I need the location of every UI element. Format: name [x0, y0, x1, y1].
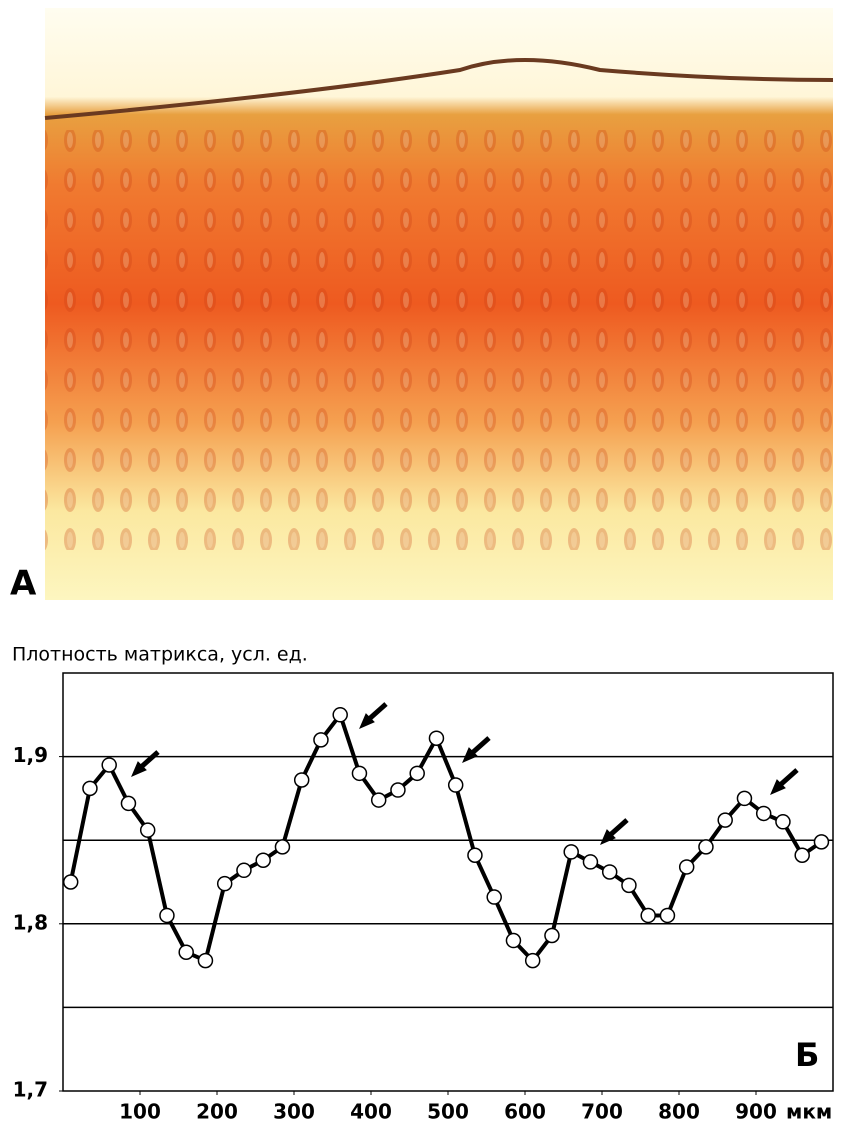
- data-point: [698, 839, 714, 855]
- arrows: [131, 702, 799, 845]
- data-point: [775, 814, 791, 830]
- x-tick-label: 200: [196, 1100, 238, 1124]
- x-unit: мкм: [786, 1100, 832, 1124]
- data-point: [101, 757, 117, 773]
- data-point: [736, 790, 753, 807]
- x-tick-label: 300: [273, 1100, 315, 1124]
- data-point: [332, 707, 348, 723]
- data-line: [68, 712, 823, 963]
- x-tick-label: 700: [581, 1100, 623, 1124]
- data-point: [120, 795, 137, 812]
- data-point: [447, 777, 464, 793]
- x-tick-label: 500: [427, 1100, 469, 1124]
- data-point: [293, 772, 310, 788]
- data-point: [544, 927, 560, 944]
- data-point: [428, 730, 445, 746]
- data-point: [601, 864, 618, 880]
- data-point: [794, 847, 810, 863]
- data-point: [717, 812, 733, 828]
- panel-label: Б: [795, 1036, 819, 1074]
- data-point: [197, 952, 214, 969]
- plot-frame: [62, 672, 834, 1092]
- y-tick-label: 1,7: [13, 1078, 48, 1102]
- data-point: [216, 875, 233, 892]
- y-tick-label: 1,9: [13, 743, 48, 767]
- x-tick-label: 900: [735, 1100, 777, 1124]
- data-point: [409, 765, 425, 782]
- data-point: [274, 839, 291, 855]
- data-point: [390, 782, 406, 798]
- data-point: [370, 792, 387, 808]
- data-point: [82, 780, 98, 797]
- data-point: [621, 877, 637, 894]
- data-point: [178, 944, 194, 960]
- data-point: [255, 852, 271, 869]
- data-point: [813, 834, 830, 850]
- data-point: [582, 854, 599, 870]
- data-point: [524, 952, 541, 969]
- data-point: [351, 765, 368, 782]
- data-point: [467, 847, 483, 863]
- micrograph: [44, 8, 834, 600]
- data-point: [139, 822, 156, 838]
- data-point: [236, 862, 252, 879]
- data-point: [486, 889, 502, 905]
- x-tick-label: 600: [504, 1100, 546, 1124]
- data-point: [755, 805, 772, 822]
- data-point: [678, 859, 695, 875]
- y-tick-label: 1,8: [13, 910, 48, 934]
- data-point: [505, 932, 522, 949]
- x-tick-label: 800: [658, 1100, 700, 1124]
- x-tick-label: 400: [350, 1100, 392, 1124]
- panel-label: A: [10, 564, 37, 604]
- data-point: [659, 907, 676, 924]
- data-point: [313, 732, 329, 748]
- y-axis-title: Плотность матрикса, усл. ед.: [12, 644, 308, 666]
- data-point: [640, 907, 656, 924]
- x-tick-label: 100: [119, 1100, 161, 1124]
- data-point: [563, 844, 579, 860]
- data-point: [62, 874, 79, 890]
- data-point: [159, 907, 175, 924]
